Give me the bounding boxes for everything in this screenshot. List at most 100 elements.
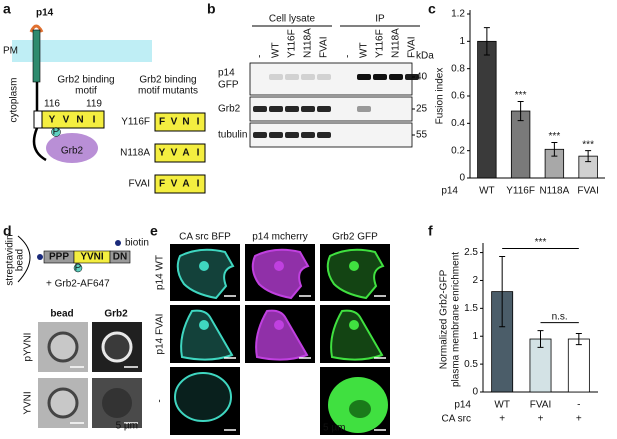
blot-row-label: GFP bbox=[218, 80, 239, 91]
bead-outline bbox=[17, 235, 31, 283]
bar bbox=[477, 40, 497, 179]
cell-shape bbox=[180, 309, 234, 361]
motif-title: motif bbox=[75, 86, 97, 97]
lane-label: WT bbox=[359, 42, 370, 58]
y-tick-label: 0 bbox=[472, 387, 478, 398]
mutant-letter: Y bbox=[159, 148, 166, 159]
row-label: pYVNI bbox=[23, 333, 34, 362]
row-label: p14 FVAI bbox=[155, 314, 166, 355]
x-tick-label: FVAI bbox=[577, 186, 598, 197]
mutant-letter: A bbox=[182, 179, 189, 190]
error-bar bbox=[575, 332, 582, 346]
y-tick-label: 0.2 bbox=[451, 145, 465, 156]
nucleus bbox=[349, 400, 371, 418]
cell bbox=[176, 248, 235, 300]
lane-label: Y116F bbox=[375, 29, 386, 58]
y-tick-label: 0.5 bbox=[464, 359, 478, 370]
bead bbox=[47, 387, 79, 419]
motif-letter: Y bbox=[49, 115, 56, 126]
kda-label: kDa bbox=[416, 51, 434, 62]
blot-group: IP bbox=[375, 14, 385, 25]
peptide-segment: PPP bbox=[49, 252, 69, 263]
band bbox=[301, 74, 315, 80]
blot-row-label: Grb2 bbox=[218, 104, 241, 115]
error-bar bbox=[499, 255, 506, 328]
cell bbox=[180, 309, 234, 361]
cluster bbox=[274, 320, 284, 330]
panel-label: c bbox=[428, 1, 436, 17]
x-tick-label: WT bbox=[494, 400, 510, 411]
band bbox=[357, 74, 371, 80]
mutant-name: Y116F bbox=[121, 117, 150, 128]
column-label: Grb2 GFP bbox=[332, 232, 378, 243]
band bbox=[285, 106, 299, 112]
cell bbox=[330, 309, 384, 361]
condition-value: + bbox=[576, 414, 582, 425]
mutant-letter: I bbox=[197, 179, 200, 190]
peptide-segment: DN bbox=[113, 252, 127, 263]
cell-shape bbox=[330, 309, 384, 361]
mutant-letter: V bbox=[171, 117, 178, 128]
row-label: p14 WT bbox=[155, 255, 166, 290]
panel-label: d bbox=[3, 223, 12, 239]
cell bbox=[328, 377, 388, 433]
cluster bbox=[274, 261, 284, 271]
significance: *** bbox=[549, 131, 561, 142]
condition-label: CA src bbox=[442, 414, 471, 425]
x-tick-label: - bbox=[577, 400, 580, 411]
mutant-letter: N bbox=[182, 117, 189, 128]
band bbox=[253, 132, 267, 138]
x-axis-label: p14 bbox=[454, 400, 471, 411]
y-tick-label: 1.5 bbox=[464, 303, 478, 314]
panel-label: a bbox=[3, 1, 11, 17]
significance: *** bbox=[515, 90, 527, 101]
condition-value: + bbox=[538, 414, 544, 425]
grb2 bbox=[46, 133, 98, 163]
phospho-label: P bbox=[75, 263, 82, 274]
y-tick-label: 1 bbox=[459, 36, 465, 47]
mutant-name: FVAI bbox=[129, 179, 150, 190]
mutant-letter: A bbox=[182, 148, 189, 159]
mutant-letter: V bbox=[171, 148, 178, 159]
tail bbox=[32, 82, 47, 162]
band bbox=[253, 106, 267, 112]
cell bbox=[174, 372, 232, 422]
lane-label: Y116F bbox=[287, 29, 298, 58]
band bbox=[301, 132, 315, 138]
reagent-label: + Grb2-AF647 bbox=[46, 279, 110, 290]
marker: 25 bbox=[416, 104, 428, 115]
mutants-title: motif mutants bbox=[138, 86, 198, 97]
band bbox=[285, 74, 299, 80]
cluster bbox=[349, 320, 359, 330]
row-label: - bbox=[155, 399, 166, 402]
column-label: CA src BFP bbox=[179, 232, 231, 243]
cell bbox=[251, 248, 310, 300]
mutant-letter: V bbox=[171, 179, 178, 190]
bracket-label: *** bbox=[535, 237, 547, 248]
error-bar bbox=[537, 330, 544, 348]
bead bbox=[47, 331, 79, 363]
band bbox=[317, 74, 331, 80]
column-label: Grb2 bbox=[104, 309, 128, 320]
mutant-name: N118A bbox=[120, 148, 150, 159]
blot-row-label: tubulin bbox=[218, 130, 247, 141]
phospho-label: P bbox=[53, 127, 60, 138]
membrane bbox=[12, 40, 152, 62]
y-tick-label: 0.6 bbox=[451, 91, 465, 102]
micrograph bbox=[170, 367, 240, 435]
x-tick-label: N118A bbox=[539, 186, 569, 197]
column-label: bead bbox=[50, 309, 73, 320]
cell-shape bbox=[251, 248, 310, 300]
cell-shape bbox=[326, 248, 385, 300]
bead-label: streptavidin bbox=[5, 234, 16, 285]
mutants-title: Grb2 binding bbox=[139, 75, 196, 86]
y-tick-label: 0.4 bbox=[451, 118, 465, 129]
motif-letter: I bbox=[93, 115, 96, 126]
lane-label: FVAI bbox=[319, 37, 330, 58]
cluster bbox=[349, 261, 359, 271]
y-tick-label: 2 bbox=[472, 275, 478, 286]
grb2-ring bbox=[101, 331, 133, 363]
band bbox=[373, 74, 387, 80]
